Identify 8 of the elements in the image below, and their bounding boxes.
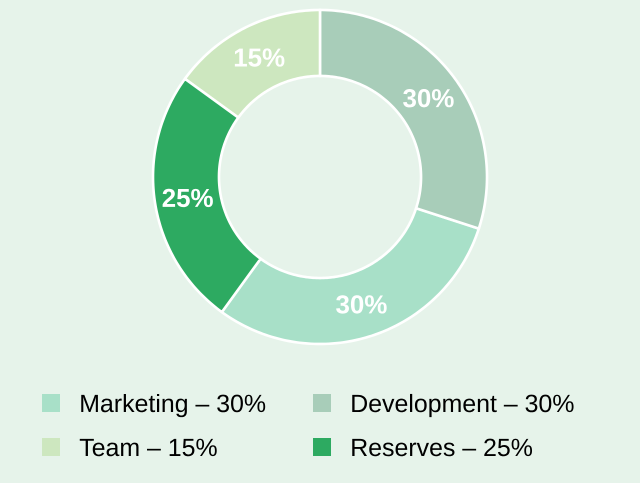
data-label: 25% (162, 188, 213, 208)
data-label: 30% (336, 295, 387, 314)
data-label: 15% (234, 48, 284, 67)
legend-label: Team – 15% (80, 438, 217, 456)
legend-label: Reserves – 25% (352, 438, 532, 456)
legend-label: Marketing – 30% (81, 394, 266, 418)
data-label: 30% (403, 89, 454, 108)
legend-label: Development – 30% (352, 394, 574, 418)
